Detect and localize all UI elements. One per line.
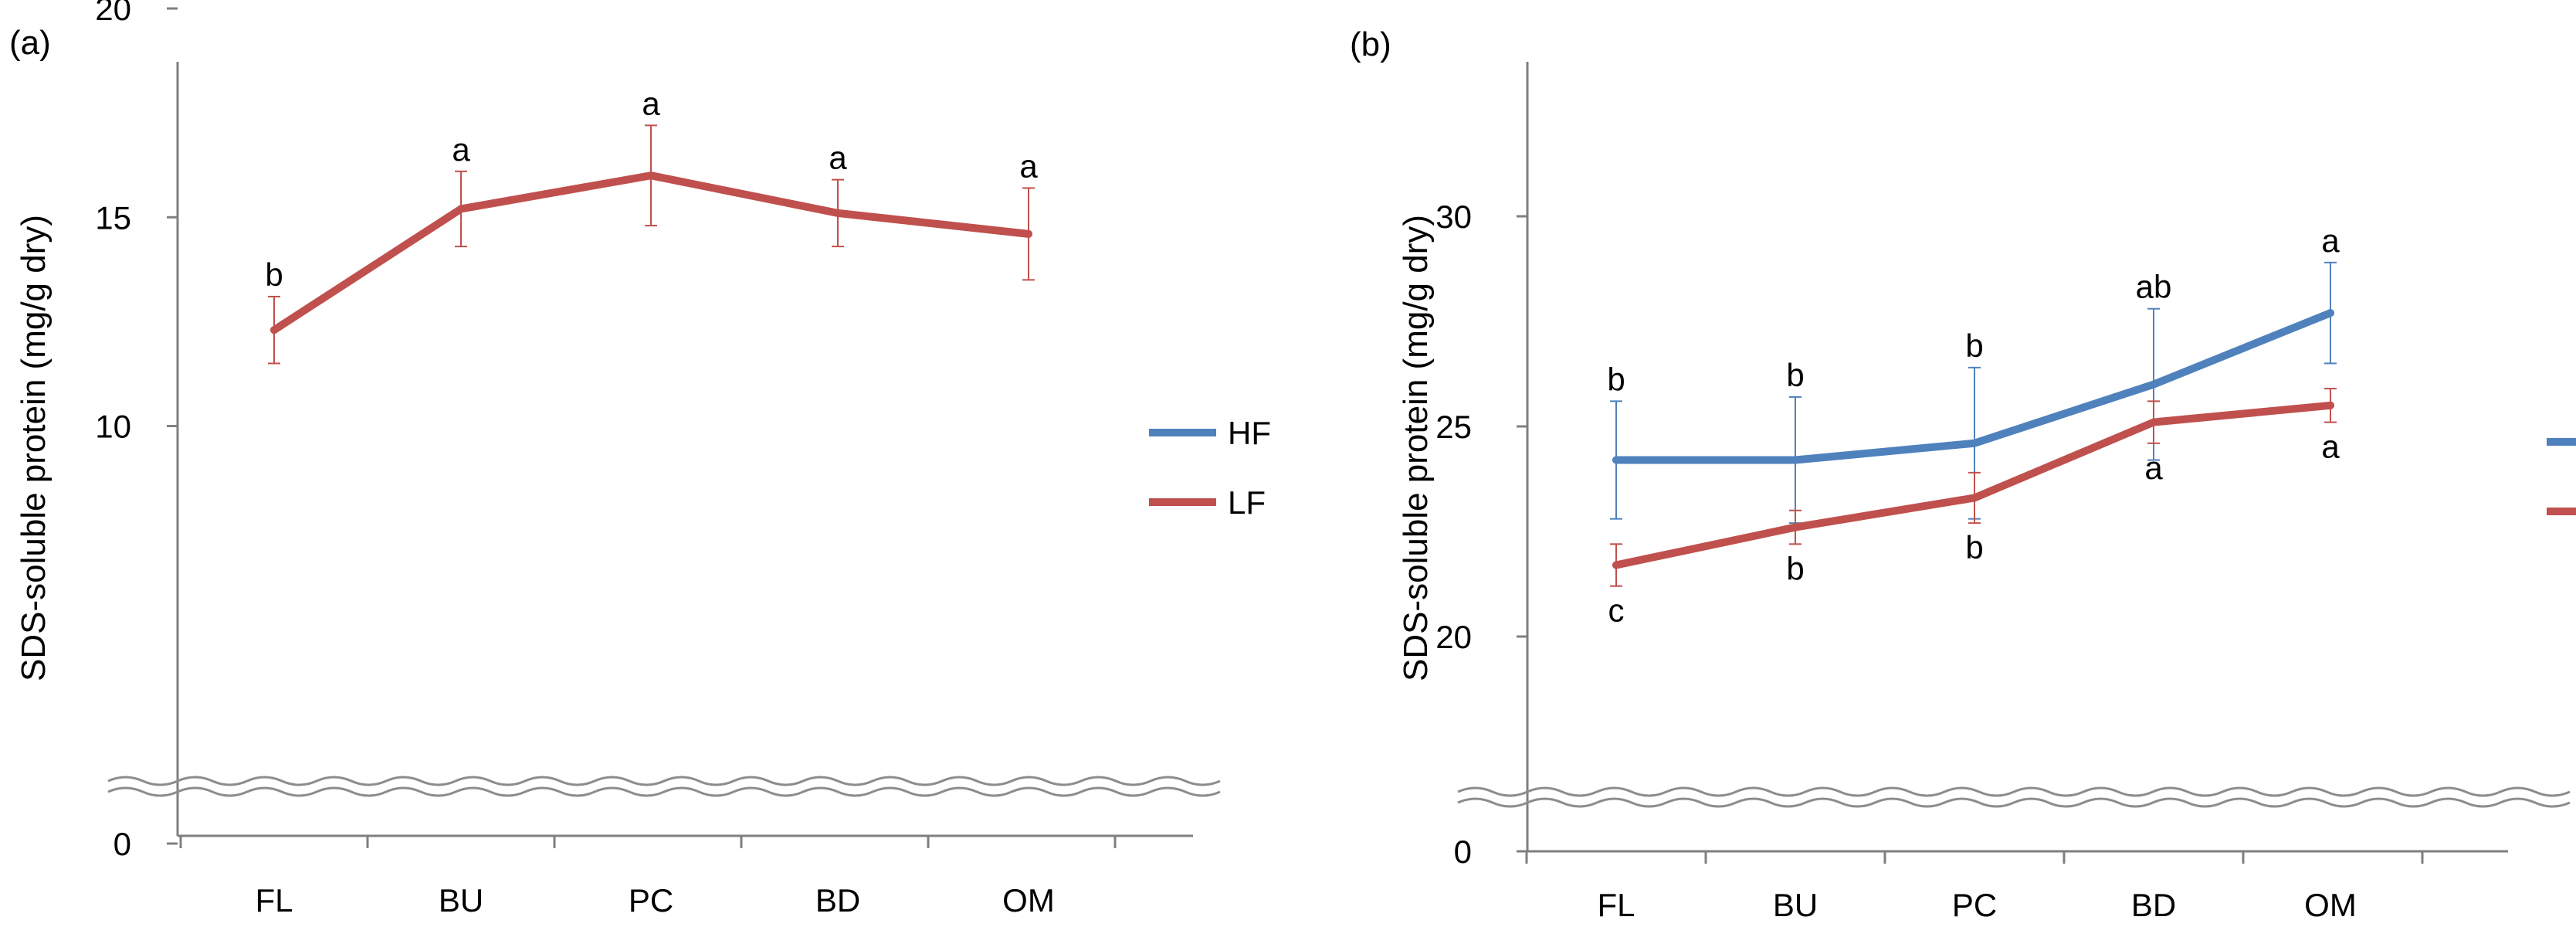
chart-b-svg: 0 20 25 30 FL BU PC BD OM (b) SDS-soluble protein … [1350, 25, 2576, 923]
significance-letter-b-lf: a [2321, 429, 2340, 465]
data-point-b-lf [2150, 418, 2157, 426]
x-tick-label-b: FL [1597, 887, 1635, 923]
data-point-b-hf [2150, 380, 2157, 389]
y-tick-label-b: 20 [1435, 619, 1472, 655]
significance-letter-b-lf: a [2144, 450, 2163, 486]
x-tick-label-a: BU [439, 882, 483, 919]
data-point-b-hf [1612, 456, 1620, 464]
legend-label-a-lf: LF [1228, 484, 1266, 521]
data-point-a-lf [647, 171, 655, 180]
panel-label-a: (a) [9, 24, 51, 62]
data-point-b-lf [2327, 401, 2334, 409]
data-point-b-hf [1791, 456, 1799, 464]
significance-letter-b-lf: c [1608, 593, 1625, 629]
chart-a-svg: 01015202530FLBUPCBDOM(a)SDS-soluble prot… [9, 0, 1271, 919]
y-axis-title-a: SDS-soluble protein (mg/g dry) [15, 215, 53, 681]
y-tick-label-b: 25 [1435, 409, 1472, 445]
y-axis-title-b: SDS-soluble protein (mg/g dry) [1397, 215, 1435, 681]
x-tick-label-b: PC [1952, 887, 1997, 923]
chart-panel-b: 0 20 25 30 FL BU PC BD OM (b) SDS-soluble protein … [1288, 0, 2576, 927]
y-tick-label-b: 30 [1435, 199, 1472, 235]
x-tick-label-b: OM [2304, 887, 2357, 923]
axis-break-line-b [1457, 786, 2571, 797]
significance-letter-b-hf: b [1786, 357, 1804, 393]
significance-letter-a-lf: a [642, 85, 660, 121]
data-point-b-lf [1612, 561, 1620, 569]
y-tick-label-a: 15 [95, 199, 131, 236]
significance-letter-b-hf: ab [2136, 269, 2172, 305]
significance-letter-b-hf: b [1965, 328, 1983, 364]
data-point-b-lf [1971, 494, 1978, 502]
significance-letter-b-lf: b [1965, 529, 1983, 565]
significance-letter-b-lf: b [1786, 550, 1804, 586]
y-tick-label-a: 10 [95, 409, 131, 445]
axis-break-line-a [107, 786, 1221, 797]
data-point-b-lf [1791, 523, 1799, 531]
significance-letter-a-lf: a [829, 140, 847, 176]
x-tick-label-a: FL [255, 882, 293, 919]
panel-label-b: (b) [1350, 25, 1391, 63]
axis-break-line-a [107, 776, 1221, 786]
y-tick-label-a: 0 [114, 826, 131, 862]
x-tick-label-b: BU [1773, 887, 1818, 923]
data-point-b-hf [1971, 439, 1978, 447]
x-tick-label-a: PC [629, 882, 673, 919]
significance-letter-b-hf: a [2321, 222, 2340, 259]
data-point-a-lf [270, 326, 278, 334]
y-tick-label-a: 20 [95, 0, 131, 27]
y-tick-label-b: 0 [1454, 834, 1472, 870]
significance-letter-b-hf: b [1607, 361, 1625, 397]
data-point-a-lf [1025, 229, 1032, 238]
x-tick-label-b: BD [2131, 887, 2176, 923]
x-tick-label-a: BD [815, 882, 860, 919]
significance-letter-a-lf: b [265, 256, 283, 293]
legend-label-a-hf: HF [1228, 415, 1271, 451]
axis-break-line-b [1457, 797, 2571, 808]
data-point-a-lf [834, 209, 842, 217]
significance-letter-a-lf: a [452, 131, 470, 168]
data-point-b-hf [2327, 309, 2334, 317]
x-tick-label-a: OM [1002, 882, 1055, 919]
significance-letter-a-lf: a [1019, 148, 1038, 184]
data-point-a-lf [457, 205, 465, 213]
chart-panel-a: 01015202530FLBUPCBDOM(a)SDS-soluble prot… [9, 0, 1271, 919]
